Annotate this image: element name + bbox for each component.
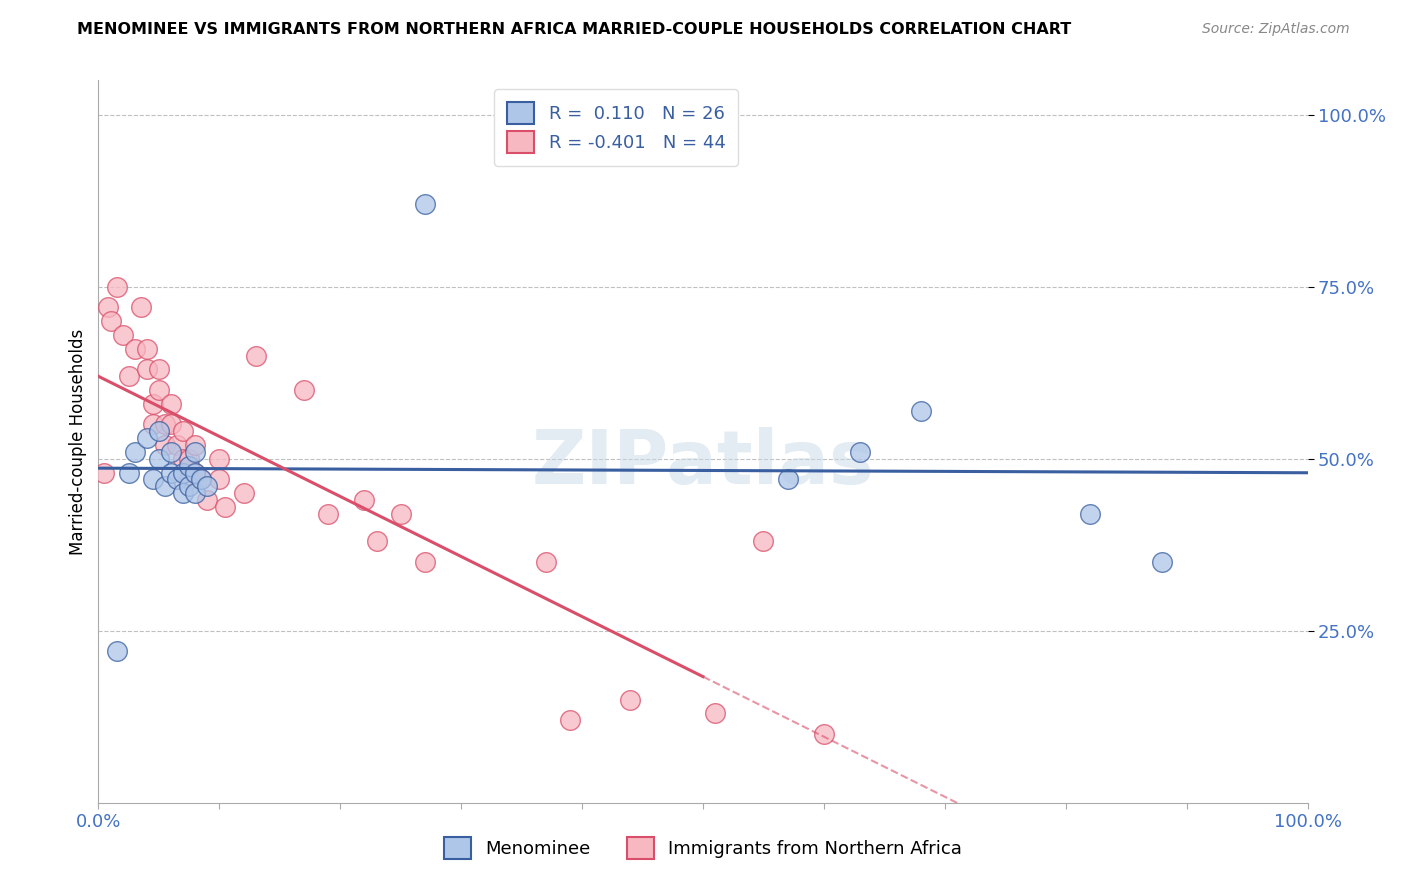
Point bbox=[316, 507, 339, 521]
Point bbox=[190, 472, 212, 486]
Point bbox=[153, 417, 176, 432]
Point bbox=[148, 383, 170, 397]
Point bbox=[534, 555, 557, 569]
Point bbox=[93, 466, 115, 480]
Point bbox=[172, 486, 194, 500]
Y-axis label: Married-couple Households: Married-couple Households bbox=[69, 328, 87, 555]
Point bbox=[100, 314, 122, 328]
Point bbox=[366, 534, 388, 549]
Point bbox=[160, 445, 183, 459]
Text: MENOMINEE VS IMMIGRANTS FROM NORTHERN AFRICA MARRIED-COUPLE HOUSEHOLDS CORRELATI: MENOMINEE VS IMMIGRANTS FROM NORTHERN AF… bbox=[77, 22, 1071, 37]
Point bbox=[172, 424, 194, 438]
Point bbox=[184, 466, 207, 480]
Point bbox=[148, 424, 170, 438]
Point bbox=[813, 727, 835, 741]
Point bbox=[184, 438, 207, 452]
Text: Source: ZipAtlas.com: Source: ZipAtlas.com bbox=[1202, 22, 1350, 37]
Point bbox=[214, 500, 236, 514]
Point bbox=[184, 466, 207, 480]
Point bbox=[179, 472, 201, 486]
Point bbox=[172, 466, 194, 480]
Point bbox=[619, 692, 641, 706]
Point bbox=[704, 706, 727, 721]
Text: ZIPatlas: ZIPatlas bbox=[531, 426, 875, 500]
Point bbox=[208, 472, 231, 486]
Point bbox=[245, 349, 267, 363]
Point bbox=[148, 451, 170, 466]
Point bbox=[124, 342, 146, 356]
Point bbox=[153, 479, 176, 493]
Point bbox=[179, 458, 201, 473]
Point bbox=[135, 362, 157, 376]
Point bbox=[124, 445, 146, 459]
Point bbox=[135, 431, 157, 445]
Point bbox=[1152, 555, 1174, 569]
Point bbox=[142, 397, 165, 411]
Point bbox=[160, 466, 183, 480]
Point bbox=[190, 472, 212, 486]
Point bbox=[208, 451, 231, 466]
Point bbox=[142, 472, 165, 486]
Point bbox=[179, 479, 201, 493]
Point bbox=[111, 327, 134, 342]
Point bbox=[148, 362, 170, 376]
Point bbox=[166, 472, 188, 486]
Point bbox=[558, 713, 581, 727]
Point bbox=[135, 342, 157, 356]
Point bbox=[1078, 507, 1101, 521]
Point bbox=[776, 472, 799, 486]
Point bbox=[184, 445, 207, 459]
Point bbox=[232, 486, 254, 500]
Point bbox=[172, 451, 194, 466]
Point bbox=[153, 438, 176, 452]
Point bbox=[195, 493, 218, 508]
Point bbox=[160, 397, 183, 411]
Point bbox=[195, 479, 218, 493]
Point bbox=[160, 417, 183, 432]
Point bbox=[292, 383, 315, 397]
Point bbox=[142, 417, 165, 432]
Point bbox=[105, 644, 128, 658]
Point bbox=[129, 301, 152, 315]
Point bbox=[118, 466, 141, 480]
Point bbox=[179, 451, 201, 466]
Point bbox=[184, 486, 207, 500]
Point bbox=[413, 197, 436, 211]
Point bbox=[752, 534, 775, 549]
Point bbox=[353, 493, 375, 508]
Point bbox=[97, 301, 120, 315]
Point bbox=[910, 403, 932, 417]
Legend: Menominee, Immigrants from Northern Africa: Menominee, Immigrants from Northern Afri… bbox=[437, 830, 969, 866]
Point bbox=[413, 555, 436, 569]
Point bbox=[849, 445, 872, 459]
Point bbox=[105, 279, 128, 293]
Point bbox=[389, 507, 412, 521]
Point bbox=[166, 438, 188, 452]
Point bbox=[118, 369, 141, 384]
